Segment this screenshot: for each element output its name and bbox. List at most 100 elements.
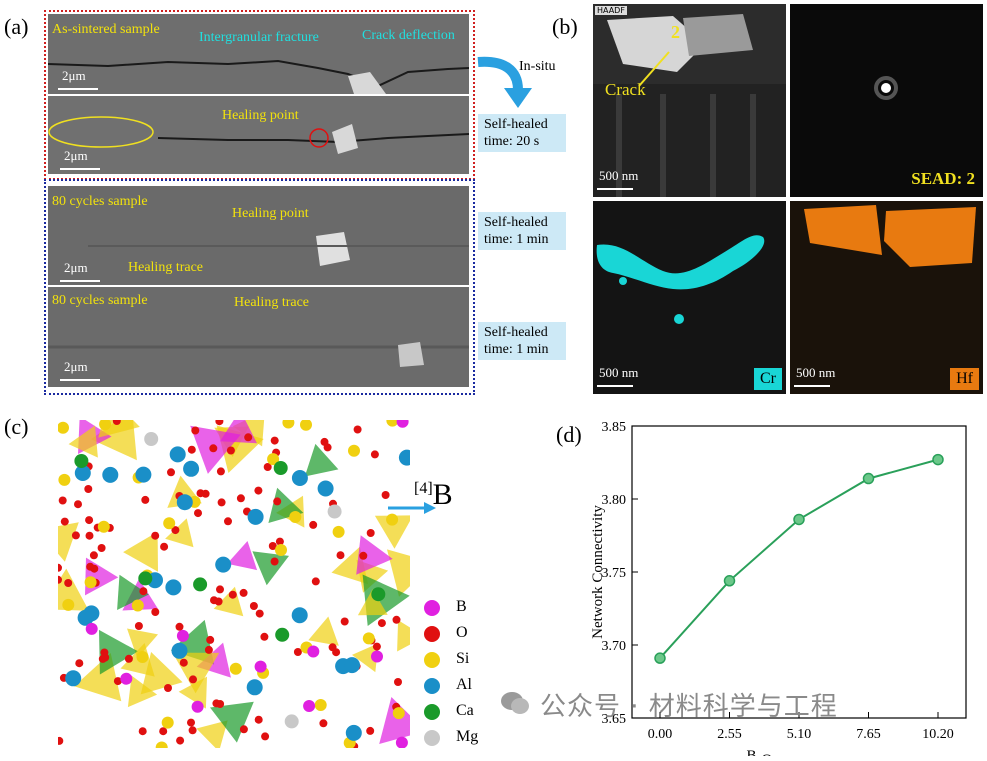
structure-atom (209, 444, 218, 453)
glass-structure-model (58, 420, 410, 748)
structure-atom (311, 577, 320, 586)
x-tick-label: 10.20 (922, 727, 954, 742)
panel-a-group-blue (44, 179, 475, 395)
structure-atom (323, 443, 332, 452)
sem-image-80-cycles-1: 80 cycles sample Healing point Healing t… (48, 186, 469, 285)
structure-atom (85, 622, 98, 635)
structure-atom (215, 556, 232, 573)
structure-atom (215, 420, 224, 426)
structure-atom (263, 463, 272, 471)
structure-atom (309, 520, 318, 529)
intergranular-fracture-label: Intergranular fracture (199, 30, 319, 45)
structure-atom (371, 650, 383, 663)
chart-svg: 3.65 3.70 3.75 3.80 3.85 0.00 2.55 5.10 7.65 10.2… (590, 420, 967, 761)
structure-atom (353, 425, 362, 434)
structure-atom (226, 446, 235, 455)
structure-atom (371, 587, 386, 602)
structure-atom (89, 551, 98, 560)
panel-a-letter: (a) (4, 14, 29, 39)
data-point (654, 652, 666, 664)
structure-atom (366, 529, 375, 537)
structure-tetrahedron (99, 629, 139, 675)
scale-bar-a4: 2μm (60, 359, 102, 381)
legend-label-ca: Ca (456, 702, 474, 719)
structure-atom (359, 551, 368, 560)
structure-atom (275, 627, 290, 642)
structure-atom (163, 517, 176, 530)
structure-atom (386, 513, 399, 526)
scale-bar-b2: 500 nm (597, 365, 639, 387)
x-axis-label: B2O3 content (%) (747, 748, 852, 756)
structure-atom (99, 420, 112, 431)
scale-bar-a3: 2μm (60, 260, 102, 282)
legend-dot-al (424, 678, 440, 694)
structure-atom (62, 598, 75, 611)
structure-atom (340, 617, 349, 626)
structure-atom (194, 509, 202, 518)
structure-atom (210, 596, 218, 605)
structure-atom (112, 420, 121, 425)
scale-bar-a1: 2μm (58, 66, 100, 90)
structure-atom (136, 651, 149, 663)
structure-atom (58, 473, 71, 486)
structure-atom (254, 660, 267, 673)
y-tick-label: 3.70 (602, 639, 627, 654)
data-point (932, 453, 944, 466)
structure-atom (120, 672, 133, 685)
structure-atom (392, 615, 401, 624)
structure-atom (216, 467, 225, 476)
structure-atom (135, 466, 152, 483)
structure-atom (159, 727, 168, 736)
scale-bar-b3: 500 nm (794, 365, 836, 387)
structure-atom (64, 579, 73, 587)
structure-atom (138, 571, 153, 586)
structure-atom (260, 632, 269, 641)
series-line (659, 458, 939, 659)
structure-atom (270, 436, 279, 445)
structure-tetrahedron (356, 535, 393, 575)
structure-atom (291, 470, 308, 486)
point-2-label: 2 (671, 22, 680, 42)
crack-line-1 (48, 59, 469, 94)
sead-pattern-image: SEAD: 2 (790, 4, 983, 197)
structure-atom (216, 585, 224, 594)
structure-atom (155, 741, 168, 748)
structure-atom (247, 508, 264, 525)
legend-label-al: Al (456, 676, 472, 693)
structure-atom (74, 454, 89, 468)
structure-atom (74, 465, 91, 481)
structure-atom (217, 498, 226, 507)
structure-atom (395, 736, 408, 748)
structure-atom (300, 420, 312, 431)
structure-atom (239, 588, 248, 597)
structure-atom (188, 726, 197, 735)
structure-atom (239, 725, 248, 734)
structure-atom (60, 517, 69, 526)
tem-haadf-image: HAADF 2 Crack 500 nm (593, 4, 786, 197)
sem-image-80-cycles-2: 80 cycles sample Healing trace 2μm (48, 287, 469, 387)
structure-atom (394, 678, 402, 686)
structure-tetrahedron (140, 652, 183, 695)
structure-atom (97, 544, 106, 552)
structure-atom (291, 607, 308, 624)
structure-tetrahedron (308, 616, 339, 646)
structure-atom (85, 516, 94, 525)
y-axis-label: Network Connectivity (590, 505, 606, 639)
healed-features-4 (48, 342, 469, 367)
x-tick-label: 2.55 (717, 727, 742, 742)
structure-atom (268, 542, 277, 550)
structure-tetrahedron (165, 518, 194, 548)
structure-atom (183, 460, 200, 477)
hf-tag: Hf (950, 368, 979, 390)
healing-point-label-2: Healing point (232, 206, 309, 221)
structure-tetrahedron (352, 643, 379, 673)
eighty-cycles-label-1: 80 cycles sample (52, 194, 148, 209)
structure-atom (77, 609, 94, 626)
structure-atom (381, 491, 390, 499)
structure-tetrahedron (227, 541, 258, 571)
haadf-features (593, 14, 786, 197)
structure-atom (303, 700, 316, 712)
structure-tetrahedron (304, 443, 339, 477)
as-sintered-label: As-sintered sample (52, 22, 160, 37)
structure-atom (254, 486, 263, 495)
